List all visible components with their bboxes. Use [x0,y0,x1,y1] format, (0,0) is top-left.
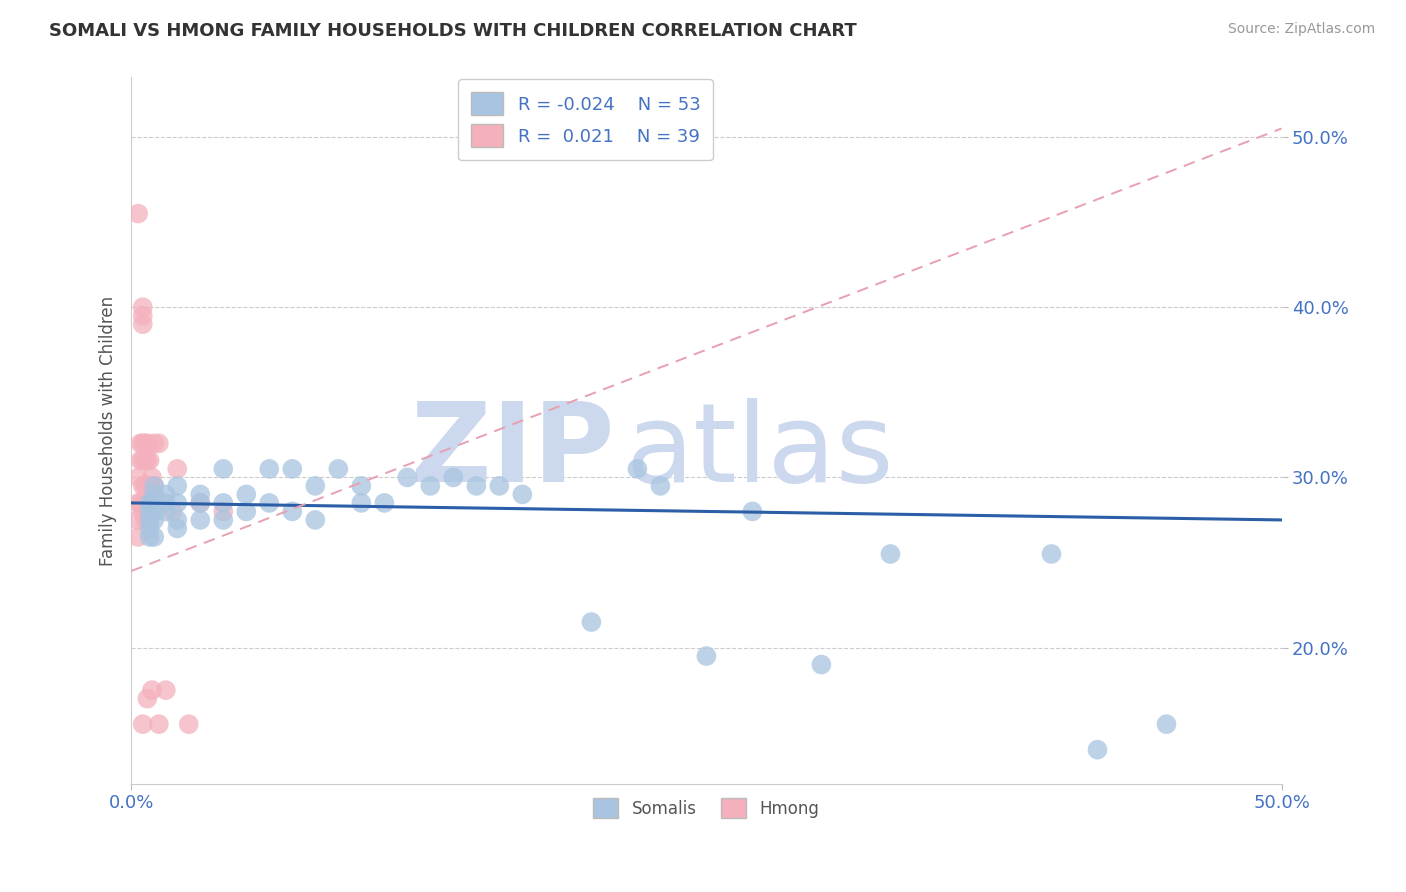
Point [512,487,534,501]
Point [419,479,441,493]
Point [132,717,155,731]
Point [127,513,149,527]
Point [166,479,188,493]
Point [1040,547,1063,561]
Point [132,300,155,314]
Point [132,504,155,518]
Point [132,317,155,331]
Text: ZIP: ZIP [411,398,614,505]
Point [166,521,188,535]
Point [132,479,155,493]
Point [188,513,211,527]
Point [212,513,235,527]
Point [695,649,717,664]
Point [162,504,184,518]
Point [281,504,304,518]
Point [166,496,188,510]
Point [143,479,166,493]
Point [304,479,326,493]
Point [148,436,170,450]
Point [134,496,156,510]
Point [141,496,163,510]
Point [129,453,152,467]
Point [129,496,152,510]
Point [741,504,763,518]
Legend: Somalis, Hmong: Somalis, Hmong [586,791,827,825]
Point [328,462,350,476]
Text: Source: ZipAtlas.com: Source: ZipAtlas.com [1227,22,1375,37]
Point [373,496,395,510]
Point [626,462,648,476]
Point [138,521,160,535]
Text: SOMALI VS HMONG FAMILY HOUSEHOLDS WITH CHILDREN CORRELATION CHART: SOMALI VS HMONG FAMILY HOUSEHOLDS WITH C… [49,22,858,40]
Point [488,479,510,493]
Point [235,487,257,501]
Point [188,496,211,510]
Point [148,717,170,731]
Point [1087,742,1109,756]
Point [155,504,177,518]
Point [134,479,156,493]
Point [132,453,155,467]
Point [143,496,166,510]
Point [127,206,149,220]
Point [350,496,373,510]
Point [155,683,177,698]
Point [465,479,488,493]
Point [136,436,159,450]
Point [235,504,257,518]
Point [143,479,166,493]
Point [166,513,188,527]
Point [134,513,156,527]
Point [212,496,235,510]
Point [127,530,149,544]
Point [129,436,152,450]
Point [136,504,159,518]
Point [143,530,166,544]
Point [141,470,163,484]
Point [138,496,160,510]
Point [177,717,200,731]
Point [281,462,304,476]
Point [441,470,464,484]
Point [134,436,156,450]
Point [155,496,177,510]
Point [127,470,149,484]
Point [155,487,177,501]
Text: atlas: atlas [626,398,894,505]
Point [138,479,160,493]
Point [396,470,419,484]
Point [259,462,281,476]
Point [1156,717,1178,731]
Point [141,683,163,698]
Point [188,487,211,501]
Point [259,496,281,510]
Point [138,530,160,544]
Point [212,462,235,476]
Point [143,436,166,450]
Point [132,309,155,323]
Point [134,453,156,467]
Point [136,691,159,706]
Point [879,547,901,561]
Point [138,513,160,527]
Point [138,504,160,518]
Point [350,479,373,493]
Point [143,504,166,518]
Point [212,504,235,518]
Point [166,462,188,476]
Point [132,436,155,450]
Point [143,487,166,501]
Point [127,496,149,510]
Point [143,513,166,527]
Y-axis label: Family Households with Children: Family Households with Children [100,295,117,566]
Point [304,513,326,527]
Point [581,615,603,629]
Point [136,453,159,467]
Point [138,453,160,467]
Point [650,479,672,493]
Point [188,496,211,510]
Point [810,657,832,672]
